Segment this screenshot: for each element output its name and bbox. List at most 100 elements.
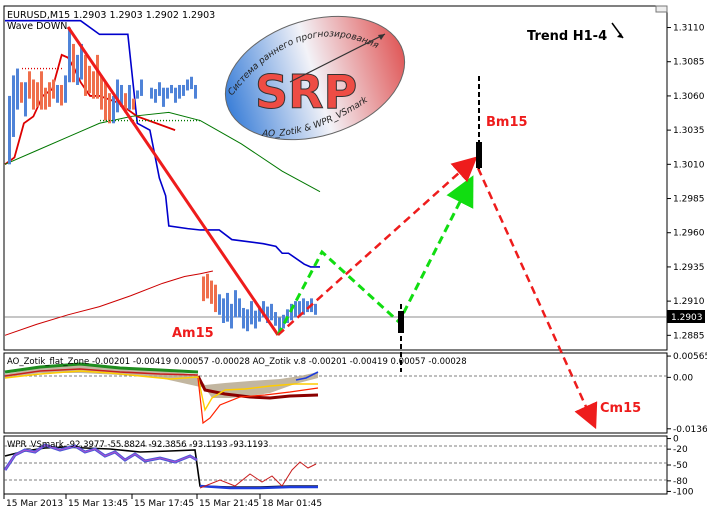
- price-bar: [274, 312, 277, 326]
- price-bar: [218, 294, 221, 315]
- price-bar: [36, 82, 39, 107]
- label-cm15: Cm15: [600, 401, 641, 416]
- price-bar: [32, 79, 35, 110]
- price-bar: [8, 95, 11, 165]
- price-bar: [12, 75, 15, 137]
- price-bar: [258, 306, 261, 322]
- price-bar: [202, 276, 205, 302]
- ao-tick-label: -0.01365: [673, 425, 707, 435]
- price-bar: [306, 301, 309, 313]
- price-bar: [242, 307, 245, 329]
- price-bar: [302, 298, 305, 315]
- price-bar: [64, 75, 67, 103]
- wpr-tick-label: -50: [673, 461, 688, 471]
- price-bar: [314, 303, 317, 315]
- ao-header: AO_Zotik_flat_Zone -0.00201 -0.00419 0.0…: [7, 357, 467, 367]
- price-bar: [124, 93, 127, 113]
- price-bar: [230, 303, 233, 329]
- ao-tick-label: 0.00565: [673, 352, 707, 362]
- price-bar: [254, 310, 257, 329]
- price-bar: [136, 90, 139, 99]
- price-bar: [100, 75, 103, 110]
- price-bar: [270, 303, 273, 321]
- wave-label: Wave DOWN: [7, 21, 67, 32]
- price-tick-label: 1.2960: [673, 229, 705, 239]
- price-bar: [56, 84, 59, 103]
- downtrend-line: [66, 26, 280, 336]
- wpr-tick-label: -100: [673, 487, 694, 497]
- x-tick-label: 15 Mar 2013: [6, 499, 63, 509]
- x-tick-label: 15 Mar 21:45: [199, 499, 259, 509]
- price-bar: [68, 27, 71, 83]
- label-bm15: Bm15: [486, 115, 528, 130]
- wpr-tick-label: -80: [673, 477, 688, 487]
- price-bar: [96, 54, 99, 99]
- price-tick-label: 1.3010: [673, 160, 705, 170]
- price-series-line: [5, 19, 320, 268]
- price-bar: [60, 84, 63, 106]
- price-tick-label: 1.3035: [673, 126, 705, 136]
- price-bar: [250, 301, 253, 325]
- price-bar: [158, 82, 161, 96]
- price-bar: [214, 284, 217, 313]
- logo-srp: SRP: [255, 65, 357, 119]
- price-bar: [298, 301, 301, 315]
- price-bar: [40, 71, 43, 110]
- trend-label: Trend H1-4: [527, 29, 607, 44]
- price-bar: [48, 82, 51, 107]
- price-bar: [80, 43, 83, 80]
- wpr-tick-label: 0: [673, 435, 679, 445]
- price-bar: [108, 93, 111, 124]
- forecast-red-up: [277, 156, 478, 336]
- price-series-line: [4, 53, 176, 166]
- price-bar: [28, 71, 31, 99]
- price-bar: [226, 292, 229, 322]
- price-tag: [667, 310, 705, 323]
- wpr-tick-label: -20: [673, 445, 688, 455]
- price-bar: [88, 65, 91, 94]
- price-bar: [120, 84, 123, 107]
- price-bar: [76, 54, 79, 85]
- price-bar: [266, 306, 269, 324]
- price-tick-label: 1.2985: [673, 195, 705, 205]
- label-am15: Am15: [172, 326, 214, 341]
- price-bar: [92, 71, 95, 99]
- price-bar: [246, 309, 249, 332]
- price-bar: [72, 43, 75, 83]
- price-tag-value: 1.2903: [671, 313, 703, 323]
- wpr-lines: [3, 443, 667, 490]
- price-bar: [154, 89, 157, 103]
- x-tick-label: 15 Mar 13:45: [68, 499, 128, 509]
- price-bar: [278, 317, 281, 332]
- price-bar: [238, 298, 241, 318]
- price-bar: [194, 84, 197, 99]
- x-tick-label: 15 Mar 17:45: [134, 499, 194, 509]
- price-bar: [186, 79, 189, 91]
- price-bar: [112, 95, 115, 124]
- x-tick-label: 18 Mar 01:45: [262, 499, 322, 509]
- ao-tick-label: 0.00: [673, 373, 693, 383]
- price-bar: [222, 298, 225, 324]
- price-bar: [140, 79, 143, 96]
- price-bar: [170, 84, 173, 94]
- price-bar: [234, 290, 237, 318]
- price-bar: [190, 76, 193, 90]
- scroll-shift-icon[interactable]: [655, 5, 668, 13]
- price-bar: [20, 82, 23, 103]
- price-bar: [182, 84, 185, 96]
- price-series-line: [4, 270, 214, 336]
- forecast-red-down: [476, 167, 598, 430]
- price-bar: [16, 68, 19, 110]
- price-bar: [128, 84, 131, 110]
- wpr-header: WPR_VSmark -92.3977 -55.8824 -92.3856 -9…: [7, 440, 268, 450]
- price-bar: [174, 87, 177, 103]
- price-bar: [206, 273, 209, 299]
- price-bar: [262, 301, 265, 318]
- price-bar: [162, 87, 165, 107]
- price-bar: [150, 87, 153, 99]
- price-tick-label: 1.3060: [673, 92, 705, 102]
- price-bar: [178, 84, 181, 99]
- price-bar: [104, 82, 107, 121]
- ao-histogram: [4, 362, 667, 425]
